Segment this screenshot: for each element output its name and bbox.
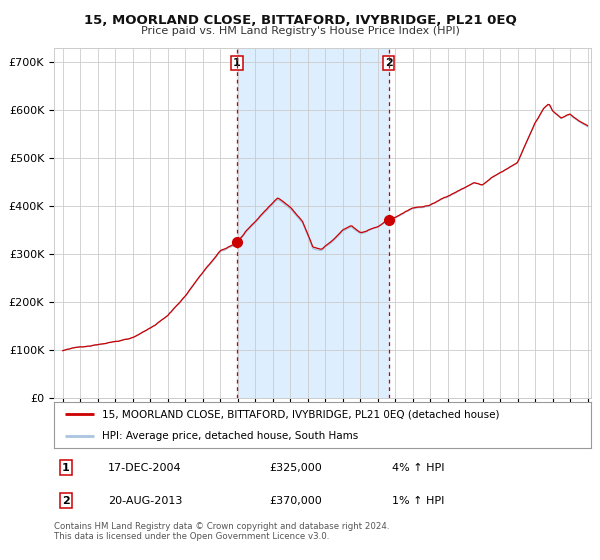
Text: £370,000: £370,000 <box>269 496 322 506</box>
Text: 15, MOORLAND CLOSE, BITTAFORD, IVYBRIDGE, PL21 0EQ: 15, MOORLAND CLOSE, BITTAFORD, IVYBRIDGE… <box>83 14 517 27</box>
Bar <box>237 48 389 398</box>
Text: 1% ↑ HPI: 1% ↑ HPI <box>392 496 445 506</box>
Text: 4% ↑ HPI: 4% ↑ HPI <box>392 463 445 473</box>
Text: 1: 1 <box>62 463 70 473</box>
Text: 1: 1 <box>233 58 241 68</box>
Text: 17-DEC-2004: 17-DEC-2004 <box>108 463 181 473</box>
Text: 15, MOORLAND CLOSE, BITTAFORD, IVYBRIDGE, PL21 0EQ (detached house): 15, MOORLAND CLOSE, BITTAFORD, IVYBRIDGE… <box>103 409 500 419</box>
Text: 2: 2 <box>62 496 70 506</box>
Text: 2: 2 <box>385 58 392 68</box>
Text: £325,000: £325,000 <box>269 463 322 473</box>
Text: Price paid vs. HM Land Registry's House Price Index (HPI): Price paid vs. HM Land Registry's House … <box>140 26 460 36</box>
Text: Contains HM Land Registry data © Crown copyright and database right 2024.
This d: Contains HM Land Registry data © Crown c… <box>54 522 389 542</box>
Text: 20-AUG-2013: 20-AUG-2013 <box>108 496 182 506</box>
Text: HPI: Average price, detached house, South Hams: HPI: Average price, detached house, Sout… <box>103 431 359 441</box>
